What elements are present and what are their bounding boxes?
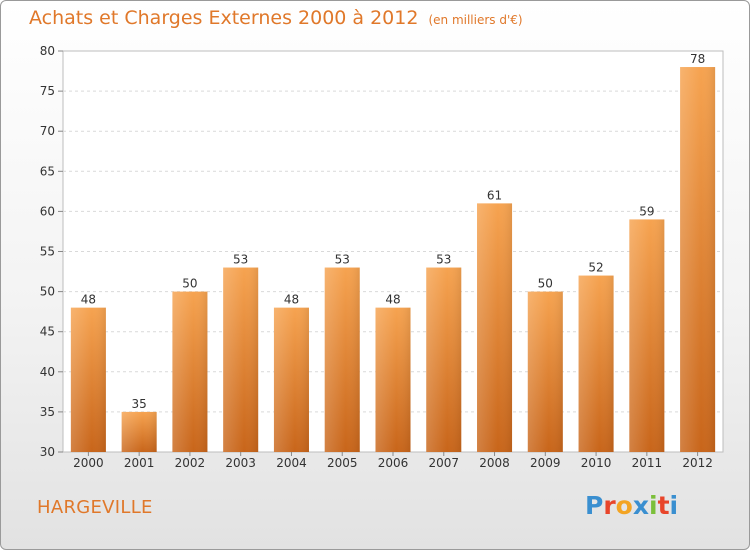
bar-highlight (223, 267, 259, 452)
data-label: 78 (690, 52, 705, 66)
data-label: 48 (385, 293, 400, 307)
x-tick-label: 2010 (581, 456, 612, 470)
y-tick-label: 55 (40, 245, 55, 259)
bars: 48 35 50 53 48 53 48 53 61 50 52 59 78 (70, 52, 716, 452)
x-tick-label: 2008 (479, 456, 510, 470)
y-tick-label: 35 (40, 405, 55, 419)
logo-letter: i (669, 491, 679, 520)
location-name: HARGEVILLE (37, 497, 153, 518)
x-tick-label: 2007 (428, 456, 459, 470)
data-label: 59 (639, 204, 654, 218)
y-tick-label: 40 (40, 365, 55, 379)
y-tick-label: 75 (40, 84, 55, 98)
x-tick-label: 2006 (378, 456, 409, 470)
bar-highlight (680, 67, 716, 452)
logo-letter: P (585, 491, 604, 520)
data-label: 48 (81, 293, 96, 307)
x-tick-label: 2009 (530, 456, 561, 470)
bar-highlight (578, 275, 614, 452)
data-label: 50 (538, 277, 553, 291)
data-label: 53 (436, 253, 451, 267)
x-tick-label: 2003 (225, 456, 256, 470)
y-tick-label: 70 (40, 124, 55, 138)
chart-unit: (en milliers d'€) (428, 13, 523, 27)
chart-title: Achats et Charges Externes 2000 à 2012 (e… (29, 7, 523, 29)
logo-letter: t (657, 491, 670, 520)
data-label: 48 (284, 293, 299, 307)
bar-highlight (121, 411, 157, 452)
data-label: 52 (588, 261, 603, 275)
bar-highlight (324, 267, 360, 452)
bar-highlight (70, 307, 106, 452)
y-tick-label: 45 (40, 325, 55, 339)
bar-highlight (426, 267, 462, 452)
data-label: 35 (132, 397, 147, 411)
data-label: 50 (182, 277, 197, 291)
chart-title-text: Achats et Charges Externes 2000 à 2012 (29, 7, 419, 29)
x-axis: 2000 2001 2002 2003 2004 2005 2006 2007 2008 2009… (73, 452, 713, 470)
logo-letter: x (632, 491, 649, 520)
data-label: 53 (335, 253, 350, 267)
bar-highlight (527, 291, 563, 452)
logo-letter: o (615, 491, 633, 520)
y-tick-label: 30 (40, 445, 55, 459)
logo-letter: i (649, 491, 658, 520)
x-tick-label: 2001 (124, 456, 155, 470)
bar-highlight (172, 291, 208, 452)
x-tick-label: 2004 (276, 456, 307, 470)
x-tick-label: 2011 (632, 456, 663, 470)
y-tick-label: 60 (40, 204, 55, 218)
y-tick-label: 50 (40, 285, 55, 299)
bar-highlight (629, 219, 665, 452)
proxiti-logo: Proxiti (585, 491, 678, 520)
y-axis: 30 35 40 45 50 55 60 65 70 75 80 (40, 44, 63, 459)
x-tick-label: 2012 (682, 456, 713, 470)
x-tick-label: 2000 (73, 456, 104, 470)
bar-highlight (375, 307, 411, 452)
x-tick-label: 2005 (327, 456, 358, 470)
y-tick-label: 80 (40, 44, 55, 58)
logo-letter: r (603, 491, 616, 520)
y-tick-label: 65 (40, 164, 55, 178)
data-label: 53 (233, 253, 248, 267)
x-tick-label: 2002 (175, 456, 206, 470)
bar-highlight (273, 307, 309, 452)
bar-highlight (477, 203, 513, 452)
data-label: 61 (487, 188, 502, 202)
